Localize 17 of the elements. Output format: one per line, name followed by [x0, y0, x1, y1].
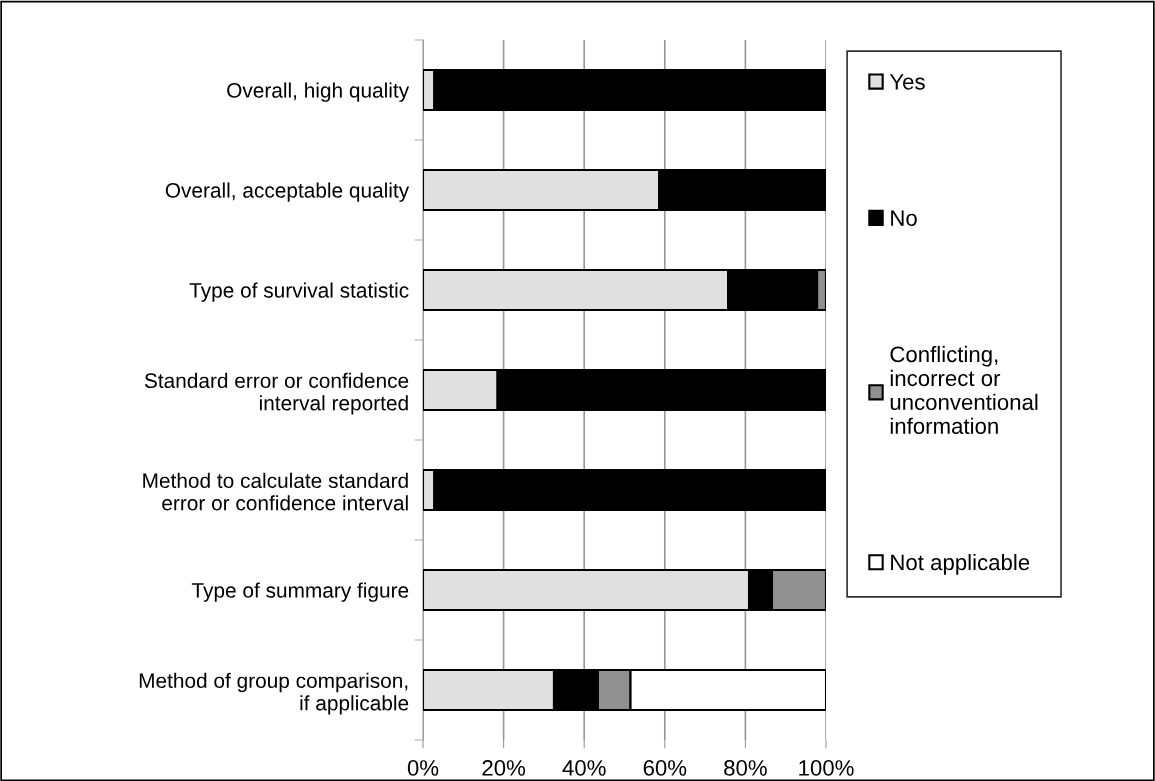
legend-label: Not applicable — [891, 553, 1030, 575]
legend-label: Yes — [889, 74, 925, 90]
x-tick-label: 0% — [407, 760, 439, 776]
x-tick-label: 40% — [562, 760, 606, 776]
x-tick-label: 100% — [799, 760, 854, 776]
y-tick-label: Type of survival statistic — [189, 282, 409, 302]
y-tick-label: Overall, high quality — [227, 82, 410, 102]
x-tick-label: 20% — [482, 760, 526, 776]
y-tick-label: Standard error or confidence interval reported — [144, 372, 409, 415]
y-tick-label: Method of group comparison, if applicable — [139, 672, 409, 715]
x-tick-label: 60% — [643, 760, 687, 776]
y-tick-label: Method to calculate standard error or confidence interval — [143, 472, 408, 511]
legend-label: No — [891, 210, 917, 226]
x-tick-label: 80% — [724, 760, 767, 776]
legend-label: Conflicting, incorrect or unconventional information — [890, 345, 1038, 435]
y-tick-label: Overall, acceptable quality — [165, 182, 410, 202]
y-tick-label: Type of summary figure — [191, 582, 409, 602]
